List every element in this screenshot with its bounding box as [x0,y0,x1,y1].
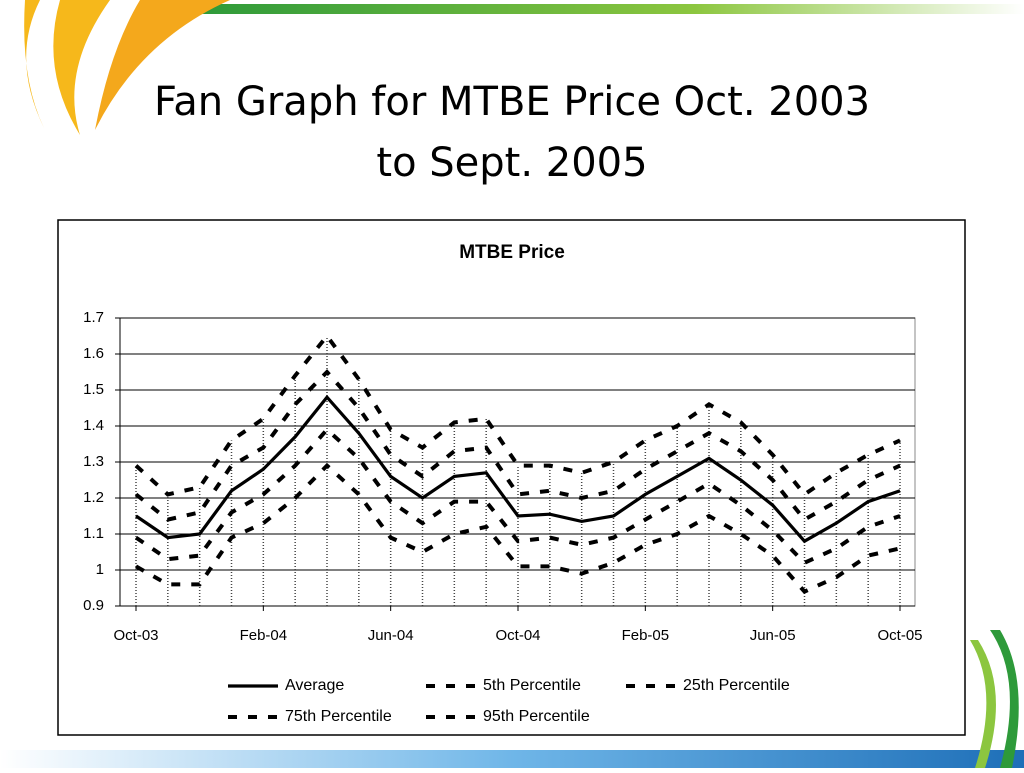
x-tick-label: Feb-05 [622,627,670,644]
plot: 0.9 1 1.1 1.2 1.3 1.4 1.5 1.6 1.7 Oct-03 Feb-04 Jun… [83,309,922,725]
swoosh [0,0,45,130]
y-tick-label: 1.7 [83,309,104,326]
series-line [135,394,901,544]
y-tick-label: 1.4 [83,417,104,434]
y-tick-label: 1.2 [83,489,104,506]
slide-title: to Sept. 2005 [376,140,647,186]
series-line [134,332,901,498]
x-tick-label: Jun-05 [750,627,796,644]
y-tick-label: 1.1 [83,525,104,542]
y-tick-label: 1.6 [83,345,104,362]
legend-label: 25th Percentile [683,677,790,694]
series-line [134,369,901,523]
x-tick-label: Jun-04 [368,627,414,644]
legend-label: 5th Percentile [483,677,581,694]
slide-title: Fan Graph for MTBE Price Oct. 2003 [154,79,870,125]
series-line [134,426,901,566]
chart-title: MTBE Price [459,242,565,263]
swoosh [990,630,1019,768]
swoosh [970,640,996,768]
y-tick-label: 0.9 [83,597,104,614]
y-tick-label: 1 [96,561,104,578]
legend-label: 95th Percentile [483,708,590,725]
swoosh [53,0,110,135]
y-tick-label: 1.3 [83,453,104,470]
x-tick-label: Oct-03 [113,627,158,644]
top-band [200,4,1024,14]
legend-label: Average [285,677,344,694]
swoosh [95,0,230,130]
legend-label: 75th Percentile [285,708,392,725]
x-tick-label: Oct-05 [877,627,922,644]
y-tick-label: 1.5 [83,381,104,398]
x-tick-label: Feb-04 [240,627,288,644]
x-tick-label: Oct-04 [495,627,540,644]
bottom-band [0,750,1024,768]
